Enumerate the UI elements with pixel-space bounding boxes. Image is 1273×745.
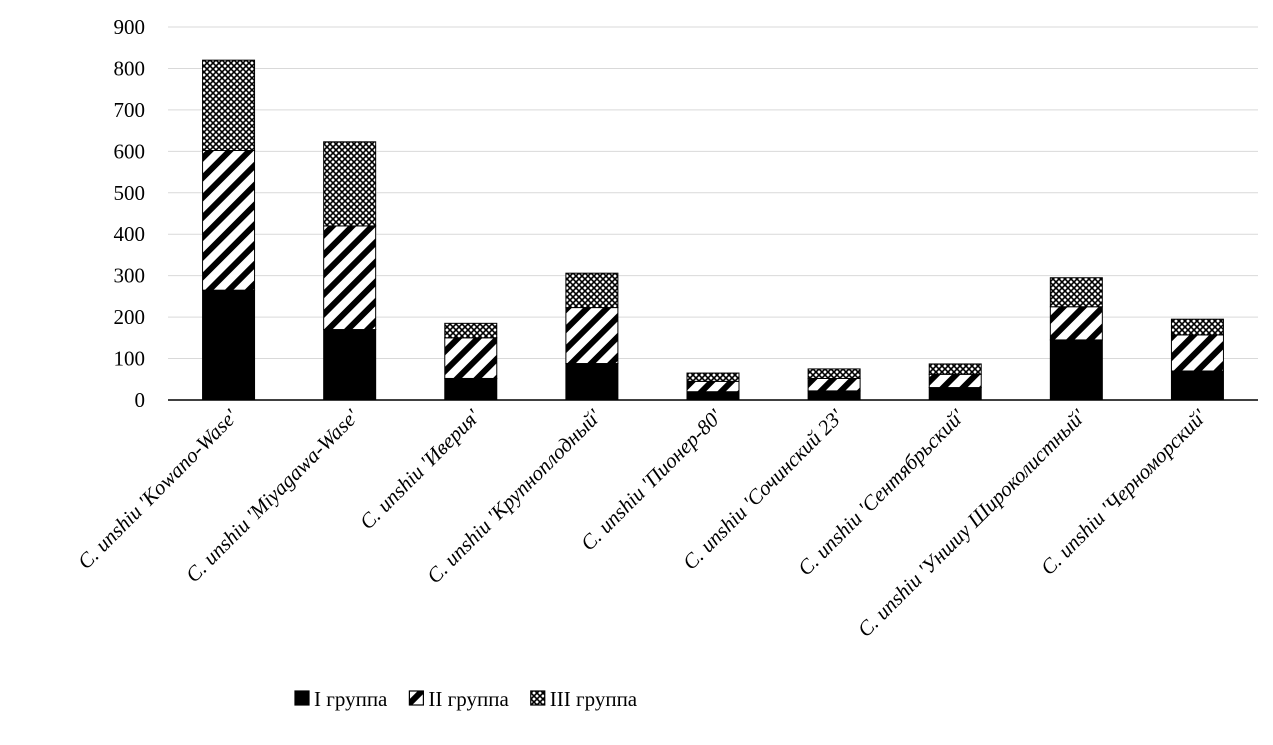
bar-stack xyxy=(202,59,256,401)
legend-swatch xyxy=(408,690,424,706)
y-tick-label: 400 xyxy=(114,222,146,246)
bar-stack xyxy=(928,363,982,401)
x-axis-category-labels: C. unshiu 'Kowano-Wase'C. unshiu 'Miyaga… xyxy=(73,404,1211,642)
legend-label: II группа xyxy=(428,687,509,711)
category-cultivar-name: 'Иверия' xyxy=(415,404,484,473)
bar-segment-series-3 xyxy=(202,59,256,152)
bar-segment-series-1 xyxy=(202,289,256,401)
bar-segment-series-2 xyxy=(928,373,982,389)
bar-segment-series-2 xyxy=(686,380,740,393)
bar-segment-series-1 xyxy=(686,391,740,401)
y-tick-label: 300 xyxy=(114,264,146,288)
bar-segment-series-3 xyxy=(323,141,377,227)
bar-segment-series-3 xyxy=(565,272,619,309)
bar-segment-series-3 xyxy=(686,372,740,382)
legend-item: I группа xyxy=(294,687,388,711)
bar-stack xyxy=(323,141,377,401)
category-cultivar-name: 'Сочинский 23' xyxy=(738,404,848,514)
bar-stack xyxy=(1049,277,1103,401)
category-species-prefix: C. unshiu xyxy=(181,509,259,587)
y-tick-label: 900 xyxy=(114,15,146,39)
bar-stack xyxy=(1170,318,1224,401)
bar-segment-series-2 xyxy=(444,337,498,379)
y-axis-tick-labels: 0 100 200 300 400 500 600 700 800 900 xyxy=(114,15,146,412)
bar-segment-series-2 xyxy=(323,225,377,331)
y-tick-label: 0 xyxy=(135,388,146,412)
bar-segment-series-3 xyxy=(807,368,861,379)
bar-segment-series-1 xyxy=(807,390,861,401)
bar-segment-series-2 xyxy=(807,377,861,392)
category-cultivar-name: 'Черноморский' xyxy=(1096,404,1211,519)
category-species-prefix: C. unshiu xyxy=(355,456,433,534)
bar-segment-series-1 xyxy=(928,387,982,401)
y-tick-label: 500 xyxy=(114,181,146,205)
bar-segment-series-2 xyxy=(202,150,256,291)
category-cultivar-name: 'Miyagawa-Wase' xyxy=(241,404,363,526)
bar-segment-series-1 xyxy=(1170,370,1224,401)
bar-segment-series-2 xyxy=(1170,334,1224,372)
y-tick-label: 700 xyxy=(114,98,146,122)
category-species-prefix: C. unshiu xyxy=(853,564,931,642)
bar-segment-series-3 xyxy=(1049,277,1103,308)
x-category-label: C. unshiu 'Иверия' xyxy=(355,404,485,534)
y-tick-label: 200 xyxy=(114,305,146,329)
legend-label: III группа xyxy=(550,687,638,711)
category-species-prefix: C. unshiu xyxy=(793,503,871,581)
bars xyxy=(202,59,1224,401)
bar-segment-series-1 xyxy=(444,377,498,401)
y-tick-label: 100 xyxy=(114,347,146,371)
category-species-prefix: C. unshiu xyxy=(576,478,654,556)
y-tick-label: 800 xyxy=(114,56,146,80)
bar-segment-series-1 xyxy=(1049,339,1103,401)
category-species-prefix: C. unshiu xyxy=(73,496,151,574)
bar-segment-series-2 xyxy=(1049,306,1103,341)
bar-segment-series-3 xyxy=(1170,318,1224,336)
bar-segment-series-1 xyxy=(565,363,619,401)
bar-stack xyxy=(807,368,861,401)
bar-segment-series-3 xyxy=(444,322,498,339)
bar-stack xyxy=(444,322,498,401)
category-species-prefix: C. unshiu xyxy=(1036,502,1114,580)
bar-stack xyxy=(565,272,619,401)
legend: I группа II группа III группа xyxy=(294,687,638,711)
legend-label: I группа xyxy=(314,687,388,711)
category-cultivar-name: 'Крупноплодный' xyxy=(483,404,606,527)
bar-stack xyxy=(686,372,740,401)
y-tick-label: 600 xyxy=(114,139,146,163)
category-cultivar-name: 'Сентябрьский' xyxy=(854,404,969,519)
category-species-prefix: C. unshiu xyxy=(422,510,500,588)
bar-segment-series-1 xyxy=(323,329,377,401)
category-species-prefix: C. unshiu xyxy=(678,497,756,575)
category-cultivar-name: 'Kowano-Wase' xyxy=(134,404,243,513)
x-category-label: C. unshiu 'Уншиу Широколистный' xyxy=(853,404,1091,642)
bar-segment-series-2 xyxy=(565,307,619,365)
legend-swatch xyxy=(530,690,546,706)
bar-segment-series-3 xyxy=(928,363,982,375)
legend-item: II группа xyxy=(408,687,509,711)
legend-swatch xyxy=(294,690,310,706)
legend-item: III группа xyxy=(530,687,638,711)
category-cultivar-name: 'Пионер-80' xyxy=(636,404,726,494)
